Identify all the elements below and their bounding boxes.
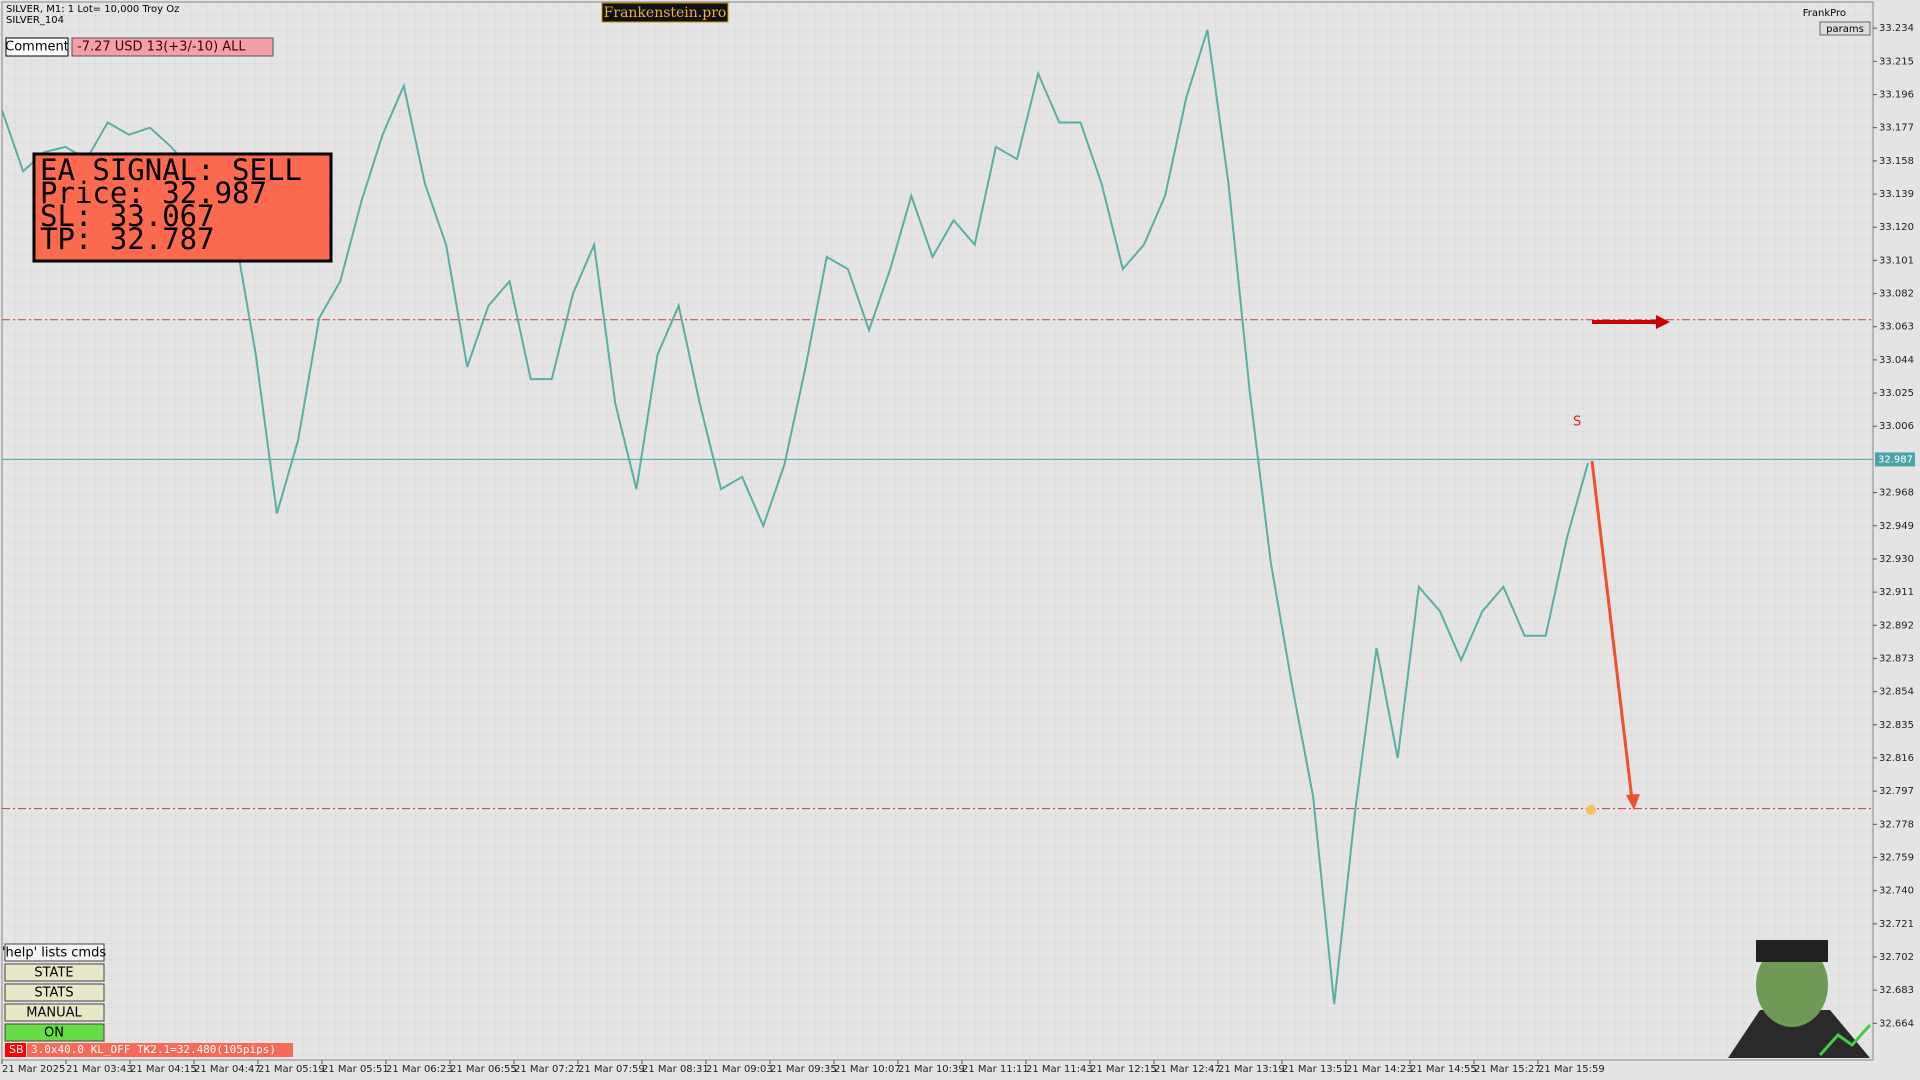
x-tick-label: 21 Mar 09:35 [770,1064,837,1075]
y-tick-label: 33.196 [1879,90,1914,101]
cmd-button-label: STATE [34,966,73,981]
y-tick-label: 33.044 [1879,355,1914,366]
y-tick-label: 32.930 [1879,554,1914,565]
y-tick-label: 32.816 [1879,753,1914,764]
x-tick-label: 21 Mar 11:43 [1026,1064,1093,1075]
y-tick-label: 32.721 [1879,919,1914,930]
signal-line: TP: 32.787 [40,222,215,256]
y-tick-label: 32.664 [1879,1018,1914,1029]
y-tick-label: 33.139 [1879,189,1914,200]
x-tick-label: 21 Mar 13:51 [1282,1064,1349,1075]
cmd-button[interactable] [4,983,105,1002]
x-tick-label: 21 Mar 06:55 [450,1064,517,1075]
status-text: 3.0x40.0 KL_OFF TK2.1=32.480(105pips) [31,1043,276,1056]
y-tick-label: 33.234 [1879,23,1914,34]
params-label: params [1826,24,1864,35]
y-tick-label: 32.740 [1879,886,1914,897]
y-tick-label: 33.120 [1879,222,1914,233]
signal-line: EA SIGNAL: SELL [40,153,302,187]
brand-box [601,2,729,23]
y-tick-label: 32.759 [1879,852,1914,863]
y-tick-label: 32.892 [1879,620,1914,631]
y-tick-label: 32.797 [1879,786,1914,797]
signal-line: SL: 33.067 [40,199,215,233]
pl-box [71,37,274,57]
x-tick-label: 21 Mar 04:15 [130,1064,197,1075]
x-tick-label: 21 Mar 07:27 [514,1064,581,1075]
x-tick-label: 21 Mar 09:03 [706,1064,773,1075]
y-tick-label: 32.702 [1879,952,1914,963]
cmd-button[interactable] [4,943,105,962]
x-tick-label: 21 Mar 13:19 [1218,1064,1285,1075]
y-tick-label: 33.006 [1879,421,1914,432]
y-tick-label: 32.854 [1879,687,1914,698]
x-tick-label: 21 Mar 15:59 [1538,1064,1605,1075]
pl-value: -7.27 USD 13(+3/-10) ALL [77,40,246,55]
y-tick-label: 33.101 [1879,255,1914,266]
x-tick-label: 21 Mar 12:15 [1090,1064,1157,1075]
frankenstein-icon [1728,940,1872,1058]
y-tick-label: 33.082 [1879,289,1914,300]
x-tick-label: 21 Mar 04:47 [194,1064,261,1075]
x-tick-label: 21 Mar 14:23 [1346,1064,1413,1075]
signal-arrows [1586,315,1670,815]
x-tick-label: 21 Mar 15:27 [1474,1064,1541,1075]
cmd-button-label: 'help' lists cmds [2,946,106,961]
y-tick-label: 33.025 [1879,388,1914,399]
y-tick-label: 32.911 [1879,587,1914,598]
x-tick-label: 21 Mar 06:23 [386,1064,453,1075]
cmd-button[interactable] [4,1023,105,1042]
user: FrankPro [1803,8,1846,19]
cmd-button[interactable] [4,1003,105,1022]
y-tick-label: 33.063 [1879,322,1914,333]
x-tick-label: 21 Mar 05:19 [258,1064,325,1075]
x-tick-label: 21 Mar 08:31 [642,1064,709,1075]
status-tag-box [5,1043,26,1057]
price-line [1,29,1589,1005]
y-tick-label: 33.177 [1879,123,1914,134]
cmd-button-label: STATS [34,986,73,1001]
params-button[interactable] [1819,21,1871,36]
x-tick-label: 21 Mar 03:43 [66,1064,133,1075]
x-tick-label: 21 Mar 11:11 [962,1064,1029,1075]
price-tag-label: 32.987 [1878,454,1913,465]
y-tick-label: 33.215 [1879,56,1914,67]
x-tick-label: 21 Mar 07:59 [578,1064,645,1075]
account: SILVER_104 [6,15,64,26]
y-tick-label: 32.778 [1879,819,1914,830]
x-tick-label: 21 Mar 10:07 [834,1064,901,1075]
price-tag [1875,452,1915,467]
status-box [27,1043,293,1057]
comment-box [5,37,69,57]
signal-line: Price: 32.987 [40,176,267,210]
brand: Frankenstein.pro [604,5,727,21]
y-tick-label: 32.968 [1879,488,1914,499]
y-tick-label: 32.949 [1879,521,1914,532]
comment-label: Comment [5,40,69,55]
x-tick-label: 21 Mar 05:51 [322,1064,389,1075]
signal-marker: S [1573,415,1581,430]
signal-box [32,152,333,263]
status-tag: SB [9,1043,24,1056]
x-tick-label: 21 Mar 12:47 [1154,1064,1221,1075]
y-tick-label: 32.683 [1879,985,1914,996]
cmd-button-label: MANUAL [26,1006,82,1021]
y-tick-label: 33.158 [1879,156,1914,167]
y-tick-label: 32.873 [1879,653,1914,664]
x-tick-label: 21 Mar 14:55 [1410,1064,1477,1075]
cmd-button-label: ON [44,1026,64,1041]
cmd-button[interactable] [4,963,105,982]
y-tick-label: 32.835 [1879,720,1914,731]
x-tick-label: 21 Mar 10:39 [898,1064,965,1075]
x-tick-label: 21 Mar 2025 [2,1064,65,1075]
symbol: SILVER, M1: 1 Lot= 10,000 Troy Oz [6,4,179,15]
